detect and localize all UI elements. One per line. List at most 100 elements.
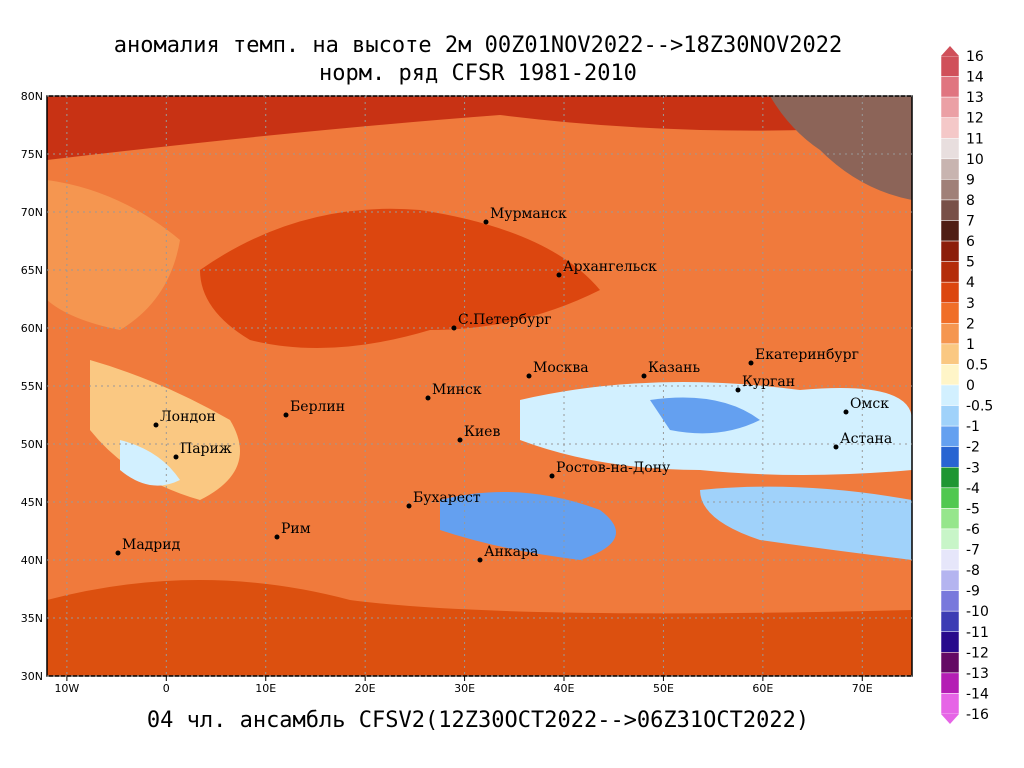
lat-tick-label: 75N [21,148,43,161]
colorbar-box [940,652,960,674]
colorbar-label: 13 [966,90,984,106]
colorbar-label: 16 [966,49,984,65]
city-label: Анкара [484,544,538,560]
colorbar-label: 0 [966,378,975,394]
title: аномалия темп. на высоте 2м 00Z01NOV2022… [114,33,842,58]
city-label: Мадрид [122,537,181,553]
colorbar-label: 0.5 [966,357,988,373]
arctic-warm [47,96,912,160]
city-label: Рим [281,521,311,537]
city-label: Бухарест [413,490,481,506]
colorbar-box [940,281,960,303]
colorbar-box [940,384,960,406]
colorbar-box [940,261,960,283]
colorbar-label: 3 [966,296,975,312]
city-label: Архангельск [563,259,657,275]
colorbar-label: 14 [966,70,984,86]
lon-tick-label: 50E [653,682,674,695]
colorbar-box [940,549,960,571]
lat-tick-label: 70N [21,206,43,219]
colorbar-box [940,158,960,180]
city-dot [477,557,483,563]
colorbar-box [940,631,960,653]
colorbar-box [940,446,960,468]
colorbar-label: -3 [966,460,980,476]
lat-tick-label: 35N [21,612,43,625]
lon-tick-label: 40E [554,682,575,695]
city-label: Астана [840,431,892,447]
colorbar-box [940,323,960,345]
colorbar-box [940,425,960,447]
colorbar-label: -1 [966,419,980,435]
lat-tick-label: 30N [21,670,43,683]
siberia-brown [770,96,912,200]
lon-tick-label: 20E [355,682,376,695]
colorbar-label: -16 [966,707,989,723]
colorbar-top [941,46,959,56]
colorbar-box [940,302,960,324]
city-label: Екатеринбург [755,347,859,363]
lat-tick-label: 65N [21,264,43,277]
colorbar-box [940,610,960,632]
colorbar-box [940,508,960,530]
city-dot [173,454,179,460]
lon-tick-label: 0 [163,682,170,695]
city-label: Минск [432,382,482,398]
colorbar-box [940,55,960,77]
lat-tick-label: 60N [21,322,43,335]
colorbar-label: 6 [966,234,975,250]
scandinavia [200,208,600,348]
colorbar-label: 7 [966,214,975,230]
city-dot [833,444,839,450]
lon-tick-label: 30E [454,682,475,695]
city-label: Мурманск [490,206,567,222]
city-dot [274,534,280,540]
colorbar-box [940,96,960,118]
city-label: Ростов-на-Дону [556,460,671,476]
colorbar-label: 5 [966,255,975,271]
city-dot [748,360,754,366]
central-asia [700,486,912,560]
colorbar-label: -5 [966,501,980,517]
colorbar-label: -13 [966,666,989,682]
colorbar-box [940,138,960,160]
city-dot [526,373,532,379]
axes: 10W 0 10E 20E 30E 40E 50E 60E 70E 30N 35N 40N 45N 50N… [21,90,912,695]
colorbar-box [940,693,960,715]
colorbar-label: -12 [966,645,989,661]
city-dot [641,373,647,379]
colorbar-label: 8 [966,193,975,209]
colorbar-label: 4 [966,275,975,291]
lon-tick-label: 10E [255,682,276,695]
lon-tick-label: 60E [752,682,773,695]
colorbar-label: -7 [966,543,980,559]
colorbar-label: -2 [966,440,980,456]
colorbar-label: -11 [966,625,989,641]
atlantic [47,180,180,330]
city-dot [451,325,457,331]
city-label: Омск [850,396,889,412]
city-label: Берлин [290,399,345,415]
city-label: Казань [648,360,700,376]
colorbar-box [940,569,960,591]
colorbar-label: 9 [966,172,975,188]
city-dot [483,219,489,225]
cold-core [650,397,760,434]
colorbar-box [940,179,960,201]
city-label: Париж [180,441,232,457]
colorbar-label: 11 [966,131,984,147]
south [47,580,912,676]
city-dot [425,395,431,401]
colorbar-box [940,76,960,98]
lon-tick-label: 10W [54,682,79,695]
caption: 04 чл. ансамбль CFSV2(12Z30OCT2022-->06Z… [147,708,809,733]
city-dot [457,437,463,443]
colorbar-label: -14 [966,686,989,702]
city-label: С.Петербург [458,312,552,328]
colorbar-box [940,672,960,694]
city-dot [115,550,121,556]
colorbar-label: 10 [966,152,984,168]
city-dot [556,272,562,278]
city-label: Киев [464,424,500,440]
